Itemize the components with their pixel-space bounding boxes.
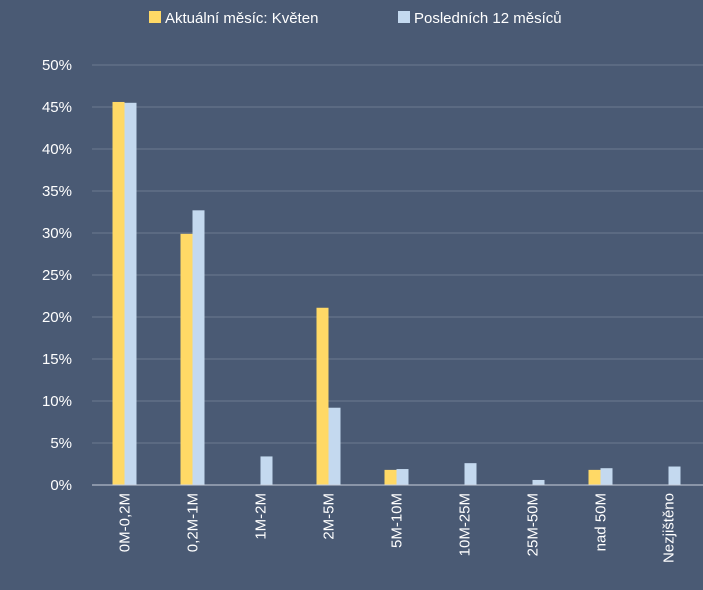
y-tick-label: 20%: [42, 309, 72, 326]
y-tick-label: 30%: [42, 225, 72, 242]
bar-last-12-months-1: [192, 210, 205, 485]
bar-last-12-months-6: [532, 479, 545, 485]
bar-current-month-4: [384, 469, 397, 485]
y-tick-label: 5%: [50, 435, 72, 452]
y-tick-label: 25%: [42, 267, 72, 284]
x-category-label: 5M-10M: [389, 493, 406, 548]
bars: [112, 101, 681, 486]
bar-current-month-3: [316, 307, 329, 485]
bar-current-month-1: [180, 233, 193, 485]
y-tick-label: 35%: [42, 183, 72, 200]
y-axis-tick-labels: 0% 5% 10% 15% 20% 25% 30% 35% 40% 45% 50%: [42, 57, 72, 494]
y-tick-label: 0%: [50, 477, 72, 494]
y-tick-label: 40%: [42, 141, 72, 158]
y-tick-label: 15%: [42, 351, 72, 368]
x-category-label: 1M-2M: [253, 493, 270, 540]
y-tick-label: 10%: [42, 393, 72, 410]
x-axis-category-labels: 0M-0,2M 0,2M-1M 1M-2M 2M-5M 5M-10M 10M-25M 25M…: [117, 493, 678, 563]
legend-swatch-last-12-months: [398, 11, 410, 23]
y-tick-label: 50%: [42, 57, 72, 74]
bar-last-12-months-4: [396, 469, 409, 485]
bar-current-month-7: [588, 469, 601, 485]
bar-last-12-months-7: [600, 468, 613, 485]
legend-label-last-12-months: Posledních 12 měsíců: [414, 10, 562, 27]
x-category-label: 0,2M-1M: [185, 493, 202, 552]
bar-last-12-months-2: [260, 456, 273, 485]
y-tick-label: 45%: [42, 99, 72, 116]
bar-last-12-months-0: [124, 102, 137, 486]
bar-last-12-months-8: [668, 466, 681, 485]
legend-swatch-current-month: [149, 11, 161, 23]
x-category-label: 2M-5M: [321, 493, 338, 540]
bar-current-month-0: [112, 101, 125, 486]
bar-last-12-months-5: [464, 463, 477, 485]
bar-last-12-months-3: [328, 407, 341, 485]
legend: Aktuální měsíc: Květen Posledních 12 měs…: [149, 10, 562, 27]
x-category-label: 10M-25M: [457, 493, 474, 556]
x-category-label: Nezjištěno: [661, 493, 678, 563]
x-category-label: 25M-50M: [525, 493, 542, 556]
legend-label-current-month: Aktuální měsíc: Květen: [165, 10, 318, 27]
x-category-label: 0M-0,2M: [117, 493, 134, 552]
x-category-label: nad 50M: [593, 493, 610, 551]
